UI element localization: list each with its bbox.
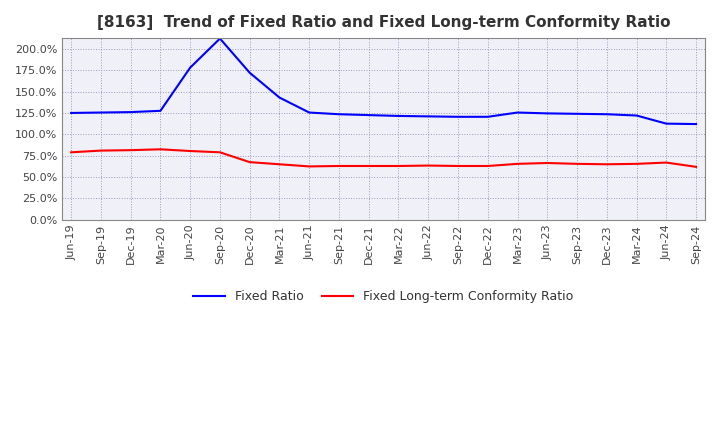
Line: Fixed Ratio: Fixed Ratio [71,39,696,124]
Fixed Long-term Conformity Ratio [513,161,522,166]
Fixed Long-term Conformity Ratio [454,163,462,169]
Legend: Fixed Ratio, Fixed Long-term Conformity Ratio: Fixed Ratio, Fixed Long-term Conformity … [189,285,579,308]
Fixed Long-term Conformity Ratio [364,163,373,169]
Fixed Long-term Conformity Ratio [692,164,701,169]
Fixed Long-term Conformity Ratio [572,161,581,166]
Fixed Long-term Conformity Ratio [483,163,492,169]
Fixed Ratio [305,110,313,115]
Line: Fixed Long-term Conformity Ratio: Fixed Long-term Conformity Ratio [71,149,696,167]
Title: [8163]  Trend of Fixed Ratio and Fixed Long-term Conformity Ratio: [8163] Trend of Fixed Ratio and Fixed Lo… [97,15,670,30]
Fixed Long-term Conformity Ratio [186,148,194,154]
Fixed Ratio [454,114,462,119]
Fixed Ratio [483,114,492,119]
Fixed Ratio [156,108,165,114]
Fixed Ratio [335,112,343,117]
Fixed Long-term Conformity Ratio [126,147,135,153]
Fixed Long-term Conformity Ratio [662,160,670,165]
Fixed Long-term Conformity Ratio [67,150,76,155]
Fixed Long-term Conformity Ratio [603,161,611,167]
Fixed Long-term Conformity Ratio [305,164,313,169]
Fixed Ratio [67,110,76,116]
Fixed Long-term Conformity Ratio [632,161,641,166]
Fixed Long-term Conformity Ratio [335,163,343,169]
Fixed Ratio [215,36,224,41]
Fixed Ratio [186,65,194,70]
Fixed Ratio [662,121,670,126]
Fixed Ratio [513,110,522,115]
Fixed Ratio [96,110,105,115]
Fixed Ratio [246,70,254,75]
Fixed Long-term Conformity Ratio [543,160,552,165]
Fixed Ratio [364,113,373,118]
Fixed Ratio [126,110,135,115]
Fixed Ratio [572,111,581,117]
Fixed Ratio [543,111,552,116]
Fixed Long-term Conformity Ratio [275,161,284,167]
Fixed Ratio [603,112,611,117]
Fixed Long-term Conformity Ratio [156,147,165,152]
Fixed Long-term Conformity Ratio [215,150,224,155]
Fixed Ratio [424,114,433,119]
Fixed Ratio [394,114,402,119]
Fixed Ratio [275,95,284,100]
Fixed Long-term Conformity Ratio [394,163,402,169]
Fixed Ratio [692,121,701,127]
Fixed Long-term Conformity Ratio [246,159,254,165]
Fixed Ratio [632,113,641,118]
Fixed Long-term Conformity Ratio [96,148,105,153]
Fixed Long-term Conformity Ratio [424,163,433,168]
